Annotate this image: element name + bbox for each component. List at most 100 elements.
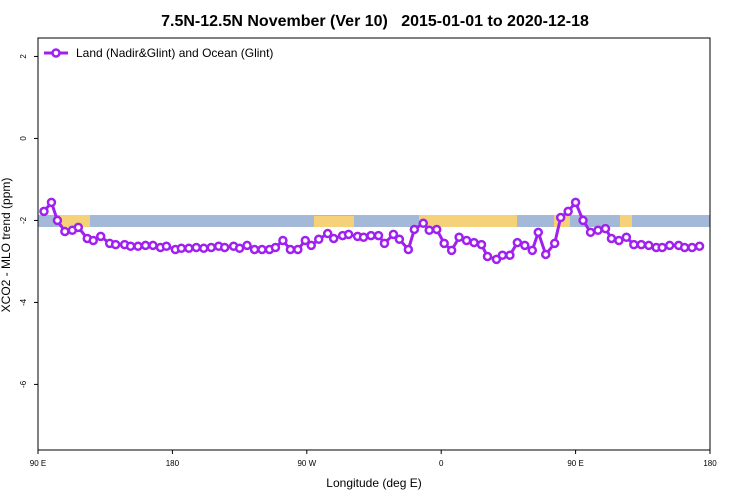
data-point: [199, 243, 209, 254]
data-point: [313, 234, 324, 245]
data-point: [125, 241, 136, 252]
data-point: [527, 245, 538, 256]
y-tick-label: -6: [19, 380, 28, 388]
data-point: [578, 215, 588, 226]
data-point: [95, 231, 106, 242]
data-point: [657, 242, 667, 253]
data-point: [694, 241, 705, 252]
data-point: [46, 197, 57, 208]
data-point: [191, 242, 202, 253]
data-point: [73, 222, 84, 233]
data-point: [585, 227, 596, 238]
data-point: [358, 232, 369, 242]
data-point: [242, 240, 252, 251]
data-point: [300, 235, 311, 246]
data-point: [39, 206, 49, 217]
data-point: [379, 238, 390, 249]
land-ocean-band: [38, 215, 710, 227]
data-point: [328, 233, 339, 244]
data-point: [497, 250, 508, 261]
ocean-band: [38, 215, 710, 227]
data-point: [424, 225, 435, 236]
land-patch: [620, 215, 632, 227]
x-tick-label: 0: [439, 459, 444, 468]
y-tick-label: 2: [19, 54, 28, 59]
data-point: [249, 244, 260, 255]
data-point: [293, 244, 303, 255]
data-point: [431, 224, 442, 235]
data-point: [322, 228, 333, 239]
data-point: [476, 239, 487, 250]
data-point: [593, 225, 603, 236]
data-point: [636, 239, 647, 250]
land-patch: [314, 216, 354, 227]
data-point: [110, 239, 121, 250]
land-patch: [60, 215, 90, 227]
data-point: [600, 223, 611, 234]
data-point: [88, 235, 99, 246]
data-point: [366, 230, 376, 241]
y-tick-label: -2: [19, 216, 28, 224]
data-point: [461, 235, 472, 246]
data-point: [403, 244, 414, 255]
data-point: [454, 232, 464, 242]
x-tick-label: 90 W: [297, 459, 316, 468]
data-point: [133, 241, 143, 252]
land-patch: [419, 215, 517, 227]
y-tick-label: 0: [19, 136, 28, 141]
data-point: [206, 242, 216, 253]
data-point: [469, 237, 479, 248]
data-point: [161, 241, 172, 252]
y-axis-label: XCO2 - MLO trend (ppm): [0, 178, 13, 313]
data-point: [629, 239, 639, 250]
data-point: [184, 243, 194, 254]
data-point: [140, 240, 151, 251]
data-point: [219, 242, 230, 253]
data-point: [60, 226, 70, 237]
x-tick-label: 90 E: [30, 459, 46, 468]
data-point: [285, 244, 296, 255]
data-point: [306, 240, 317, 251]
data-point: [540, 249, 551, 260]
data-point: [373, 230, 384, 241]
data-point: [388, 229, 399, 240]
data-point: [533, 227, 544, 238]
data-point: [439, 238, 449, 249]
data-point: [234, 243, 245, 254]
data-point: [176, 243, 187, 254]
data-point: [148, 240, 158, 251]
x-tick-label: 180: [166, 459, 180, 468]
data-point: [687, 242, 697, 253]
x-axis-label: Longitude (deg E): [326, 476, 421, 490]
data-point: [614, 235, 624, 246]
data-point: [606, 233, 617, 244]
data-point: [512, 237, 523, 248]
data-point: [409, 224, 420, 235]
data-point: [555, 212, 566, 223]
x-tick-label: 90 E: [567, 459, 583, 468]
plot-frame: [37, 37, 711, 451]
data-point: [482, 251, 493, 262]
data-point: [679, 242, 690, 253]
data-point: [621, 232, 632, 242]
data-point: [491, 254, 502, 265]
data-point: [570, 197, 581, 208]
data-point: [278, 235, 288, 246]
data-point: [563, 206, 573, 217]
data-point: [270, 242, 281, 253]
data-point: [549, 238, 560, 249]
data-point: [257, 244, 267, 255]
data-point: [505, 250, 515, 261]
data-point: [446, 245, 457, 256]
x-tick-label: 180: [703, 459, 717, 468]
y-tick-label: -4: [19, 298, 28, 306]
data-point: [394, 234, 405, 245]
data-point: [644, 240, 654, 251]
legend-label: Land (Nadir&Glint) and Ocean (Glint): [76, 46, 273, 60]
data-point: [343, 229, 354, 240]
chart-title: 7.5N-12.5N November (Ver 10) 2015-01-01 …: [161, 13, 589, 30]
legend-marker: [51, 48, 61, 58]
data-point: [52, 215, 63, 226]
data-point: [418, 218, 429, 229]
